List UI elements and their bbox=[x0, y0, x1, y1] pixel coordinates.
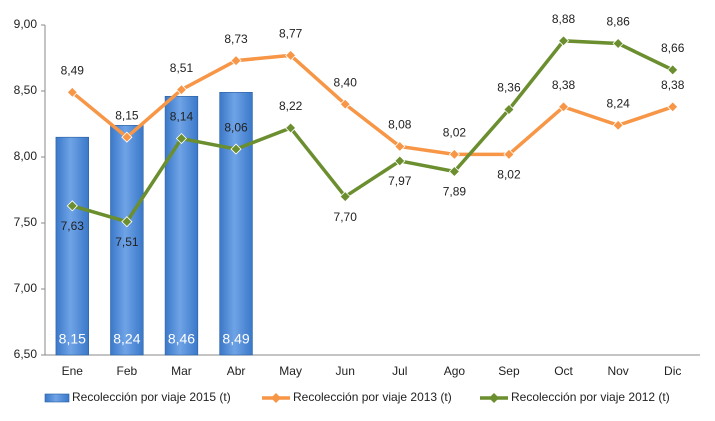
bar-value-label: 8,15 bbox=[59, 331, 86, 347]
value-label: 8,51 bbox=[170, 61, 194, 75]
x-tick-label: Jun bbox=[336, 364, 355, 378]
bar bbox=[55, 136, 89, 356]
marker bbox=[175, 132, 188, 145]
x-tick-label: Nov bbox=[607, 364, 628, 378]
marker bbox=[394, 140, 406, 153]
value-label: 8,08 bbox=[388, 118, 412, 132]
value-label: 8,02 bbox=[443, 126, 467, 140]
bar-value-label: 8,46 bbox=[168, 331, 195, 347]
y-tick-label: 7,00 bbox=[14, 281, 38, 295]
y-tick-label: 8,50 bbox=[14, 83, 38, 97]
bar bbox=[110, 125, 144, 356]
marker bbox=[121, 131, 133, 143]
marker bbox=[667, 101, 679, 113]
value-label: 8,15 bbox=[115, 108, 139, 122]
marker bbox=[557, 35, 570, 47]
x-tick-label: Oct bbox=[554, 364, 573, 378]
x-tick-label: Jul bbox=[392, 364, 407, 378]
marker bbox=[285, 122, 297, 134]
marker bbox=[66, 200, 78, 212]
value-label: 8,02 bbox=[497, 168, 521, 182]
y-tick-label: 7,50 bbox=[14, 215, 38, 229]
x-tick-label: May bbox=[279, 364, 302, 378]
line bbox=[71, 53, 674, 157]
marker bbox=[66, 86, 78, 98]
y-tick-label: 8,00 bbox=[14, 149, 38, 163]
marker bbox=[667, 64, 679, 76]
y-tick-label: 6,50 bbox=[14, 347, 38, 361]
value-label: 8,73 bbox=[224, 32, 248, 46]
value-label: 8,38 bbox=[552, 78, 576, 92]
bar-value-label: 8,49 bbox=[222, 331, 249, 347]
value-label: 8,77 bbox=[279, 27, 303, 41]
legend-label: Recolección por viaje 2012 (t) bbox=[511, 390, 670, 404]
value-label: 8,88 bbox=[552, 12, 576, 26]
marker bbox=[503, 103, 515, 116]
marker bbox=[394, 155, 406, 167]
legend-swatch bbox=[44, 393, 70, 403]
marker bbox=[448, 148, 460, 160]
legend-marker bbox=[489, 393, 499, 403]
marker bbox=[230, 55, 242, 67]
legend-marker bbox=[271, 393, 281, 403]
value-label: 8,06 bbox=[224, 120, 248, 134]
marker bbox=[339, 98, 351, 110]
x-tick-label: Dic bbox=[664, 364, 681, 378]
x-tick-label: Mar bbox=[171, 364, 192, 378]
marker bbox=[230, 143, 242, 155]
x-tick-label: Abr bbox=[227, 364, 246, 378]
value-label: 8,24 bbox=[606, 96, 630, 110]
value-label: 8,14 bbox=[170, 110, 194, 124]
y-tick-label: 9,00 bbox=[14, 17, 38, 31]
marker bbox=[612, 37, 624, 50]
value-label: 7,51 bbox=[115, 235, 139, 249]
bar-value-label: 8,24 bbox=[113, 331, 140, 347]
marker bbox=[557, 101, 570, 113]
value-label: 8,22 bbox=[279, 99, 303, 113]
x-tick-label: Feb bbox=[117, 364, 138, 378]
legend-label: Recolección por viaje 2013 (t) bbox=[293, 390, 452, 404]
marker bbox=[503, 148, 515, 160]
value-label: 7,89 bbox=[443, 185, 467, 199]
value-label: 8,40 bbox=[334, 75, 358, 89]
value-label: 8,49 bbox=[61, 63, 85, 77]
marker bbox=[339, 191, 351, 203]
value-label: 8,38 bbox=[661, 78, 685, 92]
value-label: 8,66 bbox=[661, 41, 685, 55]
marker bbox=[121, 216, 133, 228]
value-label: 7,97 bbox=[388, 174, 412, 188]
value-label: 8,86 bbox=[606, 15, 630, 29]
value-label: 7,70 bbox=[334, 210, 358, 224]
value-label: 7,63 bbox=[61, 219, 85, 233]
value-label: 8,36 bbox=[497, 81, 521, 95]
marker bbox=[175, 84, 188, 96]
marker bbox=[448, 165, 460, 178]
marker bbox=[612, 119, 624, 131]
x-tick-label: Ene bbox=[62, 364, 84, 378]
legend-label: Recolección por viaje 2015 (t) bbox=[72, 390, 231, 404]
x-tick-label: Ago bbox=[444, 364, 466, 378]
line bbox=[71, 39, 674, 224]
bar bbox=[219, 92, 253, 356]
x-tick-label: Sep bbox=[498, 364, 520, 378]
marker bbox=[285, 49, 297, 61]
